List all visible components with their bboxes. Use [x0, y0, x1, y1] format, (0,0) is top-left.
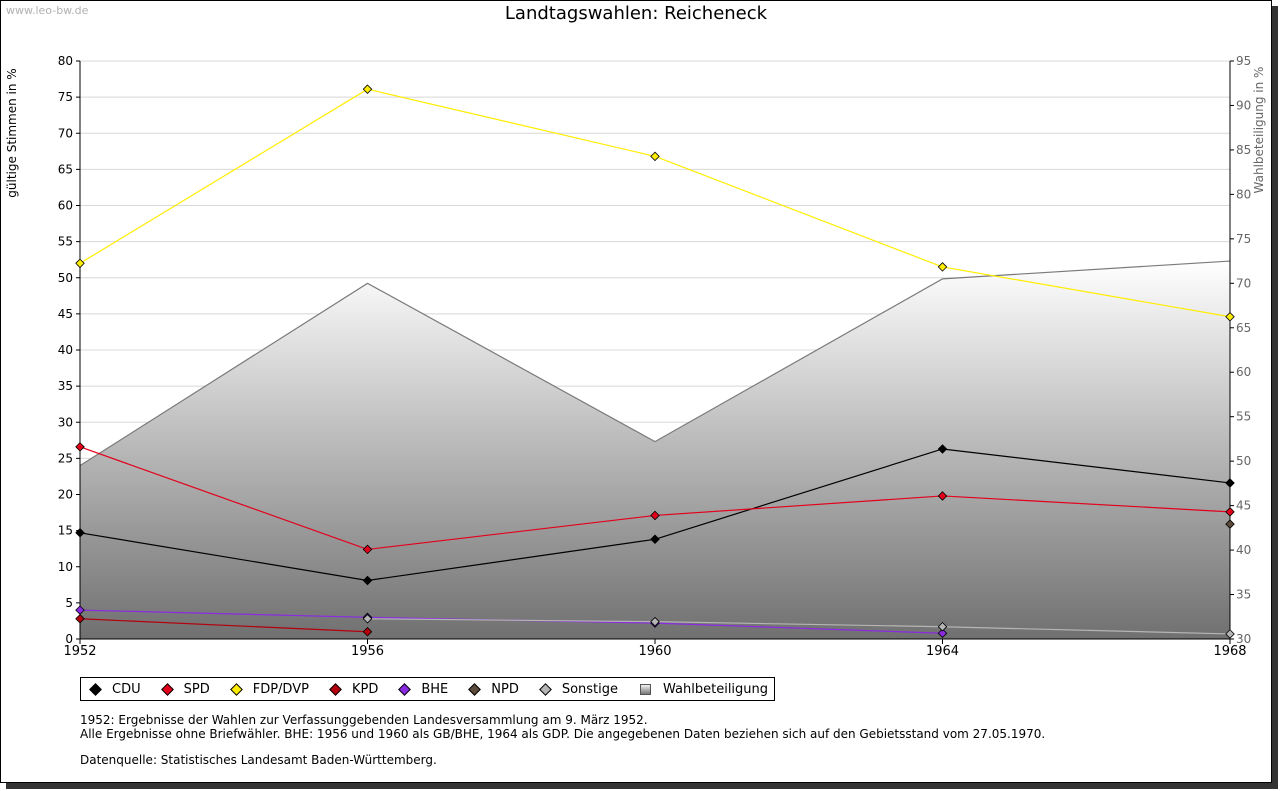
- y-tick-label: 45: [58, 307, 73, 321]
- data-point-cdu: [650, 534, 660, 545]
- y2-tick-label: 90: [1236, 98, 1251, 112]
- note-line-2: Alle Ergebnisse ohne Briefwähler. BHE: 1…: [80, 727, 1046, 741]
- y-tick-label: 75: [58, 90, 73, 104]
- data-point-cdu: [937, 444, 948, 454]
- legend-item-bhe: BHE: [398, 682, 448, 697]
- data-point-cdu: [1225, 478, 1235, 488]
- data-point-sonstige: [937, 621, 948, 632]
- data-point-spd: [362, 544, 373, 555]
- y-tick-label: 55: [58, 235, 73, 249]
- source-note: Datenquelle: Statistisches Landesamt Bad…: [80, 753, 437, 767]
- y2-tick-label: 80: [1236, 187, 1251, 201]
- legend-label-fdp-dvp: FDP/DVP: [252, 681, 309, 697]
- y2-tick-label: 55: [1236, 410, 1251, 424]
- note-line-1: 1952: Ergebnisse der Wahlen zur Verfassu…: [80, 713, 648, 727]
- data-point-cdu: [362, 575, 373, 586]
- legend-item-sonstige: Sonstige: [538, 681, 619, 697]
- data-point-npd: [1225, 519, 1235, 529]
- y2-tick-label: 65: [1236, 321, 1251, 335]
- y-tick-label: 65: [58, 162, 73, 176]
- series-line-kpd: [79, 618, 368, 633]
- data-point-fdp-dvp: [1225, 311, 1235, 322]
- legend-label-npd: NPD: [491, 681, 519, 697]
- turnout-line: [79, 260, 1231, 467]
- data-point-kpd: [362, 627, 373, 637]
- legend-marker-wahlbeteiligung: [640, 683, 652, 695]
- y-tick-label: 40: [58, 343, 73, 357]
- y2-tick-label: 60: [1236, 365, 1251, 379]
- y2-tick-label: 45: [1236, 499, 1251, 513]
- data-point-spd: [75, 442, 85, 452]
- legend-marker-bhe: [398, 682, 412, 696]
- legend-marker-spd: [160, 682, 174, 696]
- data-point-cdu: [75, 528, 85, 538]
- legend-marker-kpd: [329, 682, 342, 696]
- data-point-fdp-dvp: [937, 262, 948, 272]
- y-tick-label: 30: [58, 415, 73, 429]
- x-tick-label: 1956: [351, 644, 384, 659]
- y-tick-label: 60: [58, 199, 73, 213]
- frame-shadow-bottom: [6, 783, 1278, 789]
- data-point-bhe: [75, 605, 85, 615]
- y2-tick-label: 35: [1236, 588, 1251, 602]
- legend-marker-fdp-dvp: [229, 682, 243, 696]
- y-tick-label: 80: [58, 54, 73, 68]
- y2-tick-label: 95: [1236, 54, 1251, 68]
- x-tick-label: 1960: [638, 644, 671, 659]
- data-point-bhe: [937, 628, 948, 638]
- y-tick-label: 20: [58, 488, 73, 502]
- y-tick-label: 15: [58, 524, 73, 538]
- y-tick-label: 50: [58, 271, 73, 285]
- y2-tick-label: 30: [1236, 632, 1251, 646]
- legend-item-cdu: CDU: [89, 682, 141, 697]
- data-point-fdp-dvp: [75, 258, 85, 269]
- y-tick-label: 25: [58, 451, 73, 465]
- series-line-sonstige: [367, 618, 1231, 635]
- legend-label-cdu: CDU: [112, 681, 141, 697]
- data-point-spd: [1225, 507, 1235, 517]
- data-point-kpd: [75, 614, 85, 624]
- legend-item-fdp-dvp: FDP/DVP: [229, 681, 309, 697]
- legend-marker-npd: [468, 682, 482, 696]
- watermark: www.leo-bw.de: [6, 4, 89, 17]
- y2-tick-label: 50: [1236, 454, 1251, 468]
- frame-shadow-right: [1272, 6, 1278, 789]
- legend-item-spd: SPD: [160, 681, 210, 697]
- legend-marker-sonstige: [538, 682, 552, 696]
- y-tick-label: 10: [58, 560, 73, 574]
- legend-item-kpd: KPD: [329, 682, 378, 697]
- y2-tick-label: 40: [1236, 543, 1251, 557]
- data-point-spd: [937, 491, 948, 501]
- legend-label-bhe: BHE: [421, 681, 449, 697]
- x-tick-label: 1952: [63, 644, 96, 659]
- chart-notes: 1952: Ergebnisse der Wahlen zur Verfassu…: [80, 713, 1045, 767]
- y2-tick-label: 85: [1236, 143, 1251, 157]
- y-tick-label: 70: [58, 126, 73, 140]
- y-tick-label: 0: [65, 632, 73, 646]
- data-point-fdp-dvp: [362, 84, 373, 94]
- y-tick-label: 5: [65, 596, 73, 610]
- chart-title: Landtagswahlen: Reicheneck: [504, 3, 768, 24]
- legend-label-spd: SPD: [183, 681, 210, 697]
- chart-legend: CDU SPD FDP/DVP KPD BHE NPD Sonstige Wahlbeteil…: [80, 677, 776, 701]
- y2-tick-label: 75: [1236, 232, 1251, 246]
- data-point-spd: [650, 510, 660, 521]
- x-tick-label: 1964: [926, 644, 959, 659]
- legend-label-wahlbeteiligung: Wahlbeteiligung: [663, 681, 769, 697]
- legend-item-wahlbeteiligung: Wahlbeteiligung: [638, 682, 768, 697]
- legend-item-npd: NPD: [468, 682, 519, 697]
- data-point-fdp-dvp: [650, 151, 660, 162]
- legend-label-kpd: KPD: [351, 681, 379, 697]
- turnout-area: [80, 261, 1230, 639]
- legend-label-sonstige: Sonstige: [561, 681, 619, 697]
- data-point-sonstige: [362, 614, 373, 624]
- data-point-sonstige: [650, 616, 660, 627]
- x-tick-label: 1968: [1213, 644, 1246, 659]
- legend-marker-cdu: [89, 682, 102, 696]
- y-tick-label: 35: [58, 379, 73, 393]
- data-point-sonstige: [1225, 629, 1235, 639]
- y2-tick-label: 70: [1236, 276, 1251, 290]
